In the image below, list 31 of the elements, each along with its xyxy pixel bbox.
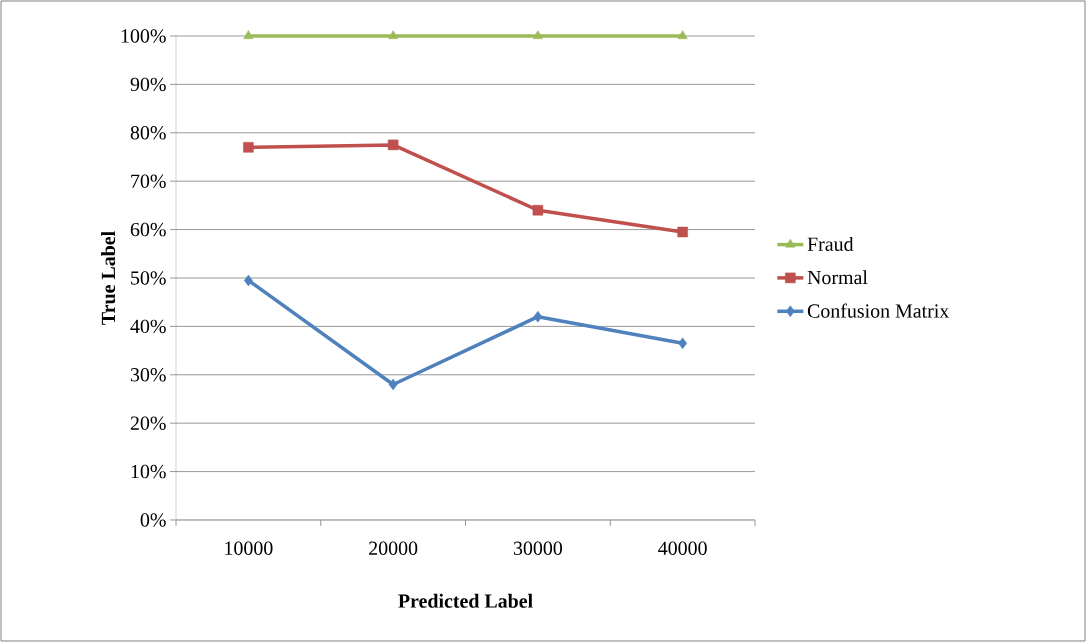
y-tick-label: 0% [140,513,166,527]
point [677,226,688,238]
y-tick-label: 40% [130,319,166,334]
point [243,142,254,153]
y-tick-label: 50% [131,271,166,285]
y-tick-label: 30% [130,368,166,382]
legend-label: Confusion Matrix [807,303,950,318]
legend-label: Normal [807,270,868,285]
y-tick-label: 80% [130,126,166,140]
x-tick-label: 20000 [369,541,418,555]
x-tick-label: 10000 [225,541,273,555]
point [532,204,544,216]
y-tick-label: 20% [130,416,166,430]
point [533,310,543,323]
y-axis-title: True Label [101,231,116,325]
point [532,30,543,39]
point [387,139,399,151]
point [388,378,398,391]
point [677,30,688,39]
y-tick-label: 10% [131,464,166,479]
y-tick-label: 100% [121,29,166,43]
point [243,30,254,39]
y-tick-label: 90% [130,77,166,92]
x-axis-title: Predicted Label [398,593,533,608]
x-tick-label: 30000 [513,541,563,555]
point [678,337,688,350]
y-tick-label: 70% [131,174,166,188]
x-tick-label: 40000 [658,541,707,555]
legend-label: Fraud [807,236,854,251]
point [388,30,399,39]
y-tick-label: 60% [130,222,166,237]
